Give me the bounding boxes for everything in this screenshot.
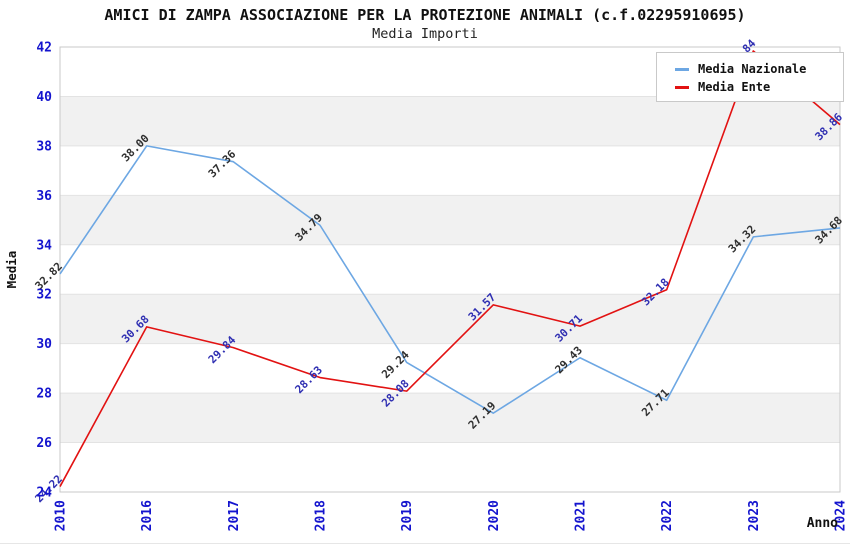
x-tick-label: 2010 xyxy=(54,500,69,531)
x-tick-label: 2021 xyxy=(574,500,589,531)
point-label-media-nazionale-2017: 37.36 xyxy=(206,147,239,180)
legend-item-media-nazionale: Media Nazionale xyxy=(675,60,843,78)
series-line-media-nazionale xyxy=(59,145,841,414)
y-tick-label: 38 xyxy=(36,139,52,154)
point-label-media-ente-2018: 28.63 xyxy=(293,363,326,396)
x-tick-label: 2017 xyxy=(227,500,242,531)
y-tick-label: 24 xyxy=(36,486,52,501)
y-tick-label: 36 xyxy=(36,189,52,204)
footer-divider xyxy=(0,543,850,544)
point-label-media-nazionale-2019: 29.24 xyxy=(379,348,412,381)
x-tick-label: 2018 xyxy=(314,500,329,531)
x-tick-label: 2019 xyxy=(400,500,415,531)
x-tick-label: 2022 xyxy=(660,500,675,531)
y-tick-label: 32 xyxy=(36,288,52,303)
legend-item-media-ente: Media Ente xyxy=(675,78,843,96)
x-axis-title: Anno xyxy=(807,516,838,531)
point-label-media-nazionale-2021: 29.43 xyxy=(553,344,586,377)
series-line-media-ente xyxy=(59,50,841,487)
legend-label-media-ente: Media Ente xyxy=(698,80,771,94)
grid-band xyxy=(60,393,840,443)
y-tick-label: 26 xyxy=(36,436,52,451)
legend-label-media-nazionale: Media Nazionale xyxy=(698,62,807,76)
y-tick-label: 42 xyxy=(36,41,52,56)
grid-band xyxy=(60,294,840,344)
x-tick-label: 2020 xyxy=(487,500,502,531)
x-tick-label: 2016 xyxy=(140,500,155,531)
x-tick-label: 2023 xyxy=(747,500,762,531)
plot-border xyxy=(59,46,841,493)
x-tick-label: 2024 xyxy=(834,500,849,531)
y-tick-label: 28 xyxy=(36,387,52,402)
y-tick-label: 30 xyxy=(36,337,52,352)
legend-swatch-media-nazionale xyxy=(675,67,689,71)
y-tick-label: 34 xyxy=(36,238,52,253)
y-axis-title: Media xyxy=(4,251,19,289)
chart-subtitle: Media Importi xyxy=(372,26,478,42)
legend-swatch-media-ente xyxy=(675,85,689,89)
legend: Media Nazionale Media Ente xyxy=(656,52,844,102)
chart-title: AMICI DI ZAMPA ASSOCIAZIONE PER LA PROTE… xyxy=(104,6,746,24)
grid-band xyxy=(60,96,840,146)
y-tick-label: 40 xyxy=(36,90,52,105)
grid-band xyxy=(60,195,840,245)
